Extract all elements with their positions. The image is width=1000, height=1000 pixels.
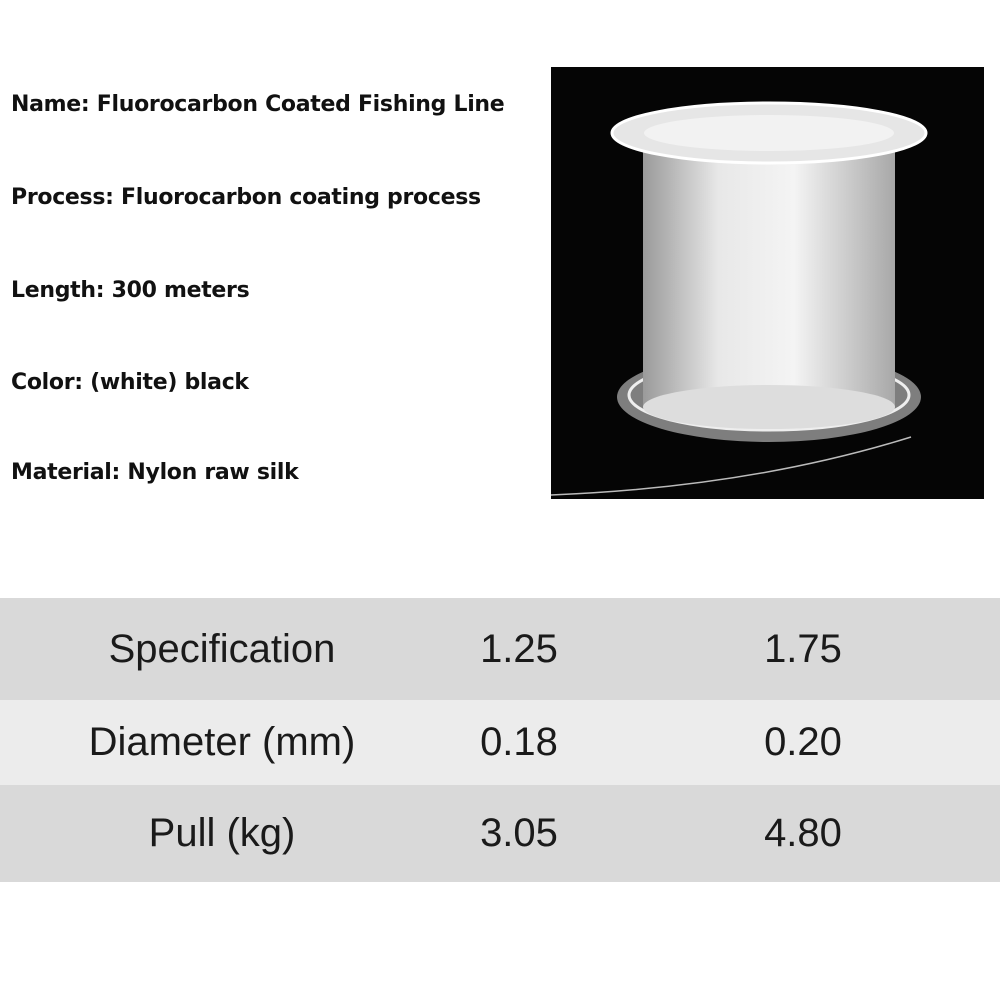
cell-value: 4.80 xyxy=(764,811,842,855)
cell-value: 3.05 xyxy=(480,811,558,855)
spec-color: Color: (white) black xyxy=(11,370,249,395)
spec-process: Process: Fluorocarbon coating process xyxy=(11,185,481,210)
cell-value: 0.18 xyxy=(480,720,558,764)
row-label: Pull (kg) xyxy=(148,811,296,855)
table-row-diameter: Diameter (mm) 0.18 0.20 xyxy=(0,700,1000,785)
row-label: Diameter (mm) xyxy=(88,720,356,764)
cell-value: 1.75 xyxy=(764,626,842,671)
cell-value: 1.25 xyxy=(480,626,558,671)
product-photo-fishing-line-spool xyxy=(551,67,984,499)
table-row-pull: Pull (kg) 3.05 4.80 xyxy=(0,785,1000,882)
spec-length: Length: 300 meters xyxy=(11,278,250,303)
spec-material: Material: Nylon raw silk xyxy=(11,460,299,485)
table-row-specification: Specification 1.25 1.75 xyxy=(0,598,1000,700)
row-label: Specification xyxy=(108,626,336,671)
spec-name: Name: Fluorocarbon Coated Fishing Line xyxy=(11,92,505,117)
cell-value: 0.20 xyxy=(764,720,842,764)
